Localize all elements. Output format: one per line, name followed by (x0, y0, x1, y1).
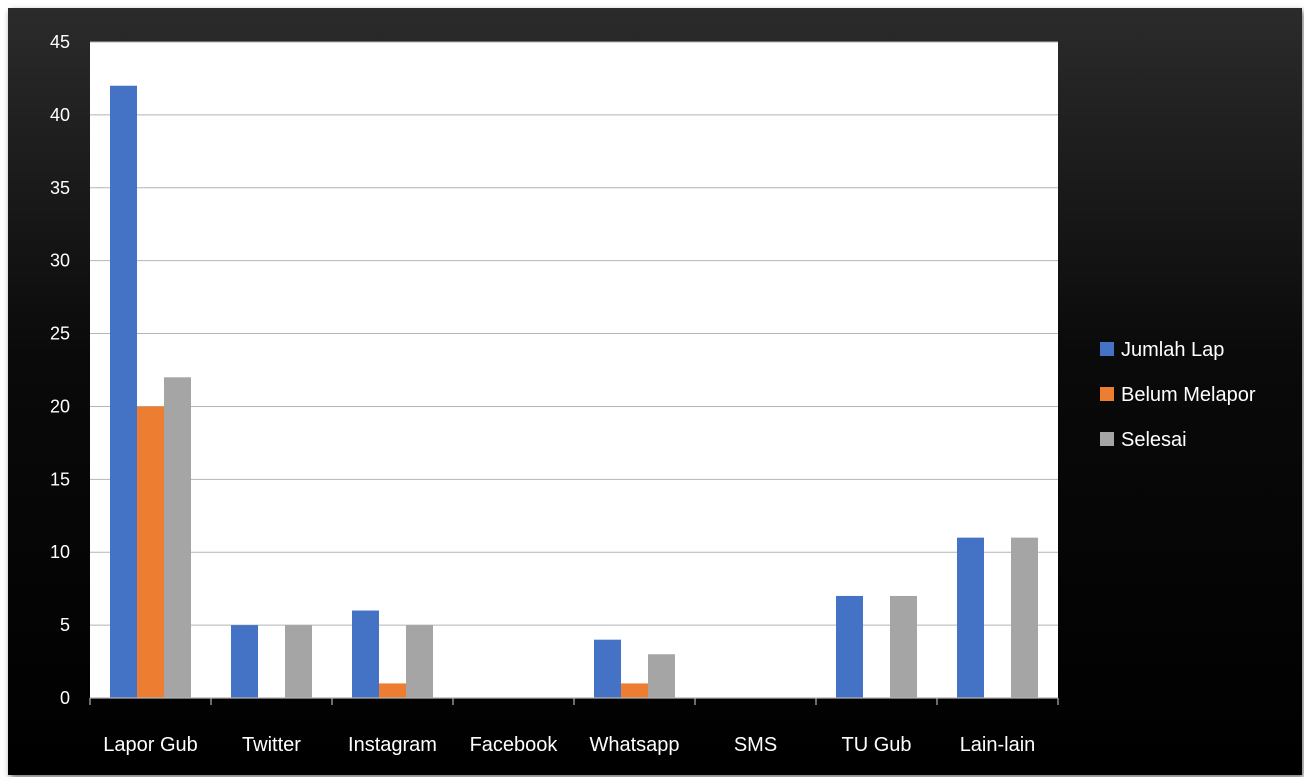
bar-belum-melapor (137, 406, 164, 698)
legend-label: Jumlah Lap (1121, 339, 1224, 361)
bar-belum-melapor (379, 683, 406, 698)
y-tick-label: 25 (50, 324, 70, 344)
legend-swatch (1100, 387, 1114, 401)
bar-selesai (285, 625, 312, 698)
legend-swatch (1100, 432, 1114, 446)
bar-jumlah-lap (957, 537, 984, 698)
x-tick-label: TU Gub (841, 734, 911, 756)
x-tick-label: Facebook (470, 734, 559, 756)
y-tick-label: 5 (60, 615, 70, 635)
y-tick-label: 0 (60, 688, 70, 708)
y-tick-label: 45 (50, 32, 70, 52)
y-tick-label: 30 (50, 251, 70, 271)
x-axis (89, 697, 1059, 705)
legend-label: Belum Melapor (1121, 384, 1256, 406)
gridlines (90, 41, 1058, 626)
bar-jumlah-lap (352, 610, 379, 698)
bar-selesai (890, 595, 917, 698)
bar-jumlah-lap (231, 625, 258, 698)
x-tick-label: Lapor Gub (103, 734, 198, 756)
y-tick-label: 40 (50, 105, 70, 125)
plot-area (90, 42, 1058, 698)
x-tick-label: Whatsapp (589, 734, 679, 756)
x-tick-label: Lain-lain (960, 734, 1036, 756)
x-tick-label: Twitter (242, 734, 301, 756)
bar-selesai (164, 377, 191, 698)
bar-jumlah-lap (110, 85, 137, 698)
bars (110, 85, 1038, 698)
bar-selesai (648, 654, 675, 698)
y-tick-label: 15 (50, 469, 70, 489)
legend: Jumlah Lap Belum Melapor Selesai (1100, 339, 1256, 451)
x-tick-label: Instagram (348, 734, 437, 756)
y-tick-label: 20 (50, 396, 70, 416)
bar-belum-melapor (621, 683, 648, 698)
x-tick-labels: Lapor Gub Twitter Instagram Facebook Whatsap… (103, 734, 1035, 756)
legend-swatch (1100, 342, 1114, 356)
bar-jumlah-lap (594, 639, 621, 698)
y-tick-label: 35 (50, 178, 70, 198)
y-tick-label: 10 (50, 542, 70, 562)
bar-jumlah-lap (836, 595, 863, 698)
bar-selesai (406, 625, 433, 698)
x-tick-label: SMS (734, 734, 777, 756)
bar-selesai (1011, 537, 1038, 698)
legend-label: Selesai (1121, 429, 1187, 451)
y-tick-labels: 0 5 10 15 20 25 30 35 40 45 (50, 32, 70, 708)
